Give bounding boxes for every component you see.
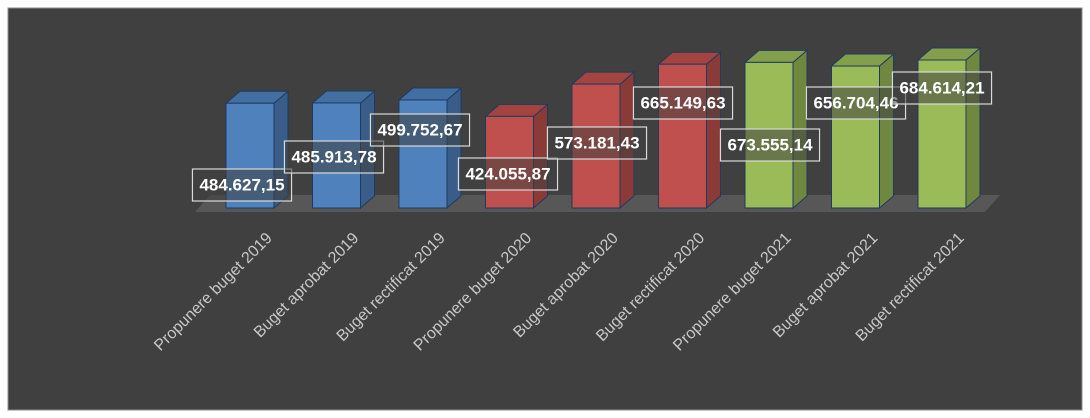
data-label-box <box>891 71 993 105</box>
data-label-box <box>457 157 559 191</box>
data-label: 573.181,43 <box>554 133 639 152</box>
data-label-box <box>719 128 821 162</box>
data-label: 424.055,87 <box>465 164 550 183</box>
data-label: 485.913,78 <box>291 147 376 166</box>
data-label: 684.614,21 <box>899 78 984 97</box>
data-label-box <box>632 86 734 120</box>
data-label: 656.704,46 <box>813 93 898 112</box>
bar <box>658 63 707 209</box>
bar-side <box>533 103 548 210</box>
bar-side <box>706 51 721 210</box>
data-label-box <box>546 126 648 160</box>
data-label-box <box>191 168 293 202</box>
data-label-box <box>369 113 471 147</box>
data-label: 673.555,14 <box>727 135 813 154</box>
data-label: 665.149,63 <box>640 93 725 112</box>
data-label: 499.752,67 <box>377 120 462 139</box>
data-label: 484.627,15 <box>199 175 284 194</box>
bar-side <box>879 52 894 210</box>
data-label-box <box>283 140 385 174</box>
